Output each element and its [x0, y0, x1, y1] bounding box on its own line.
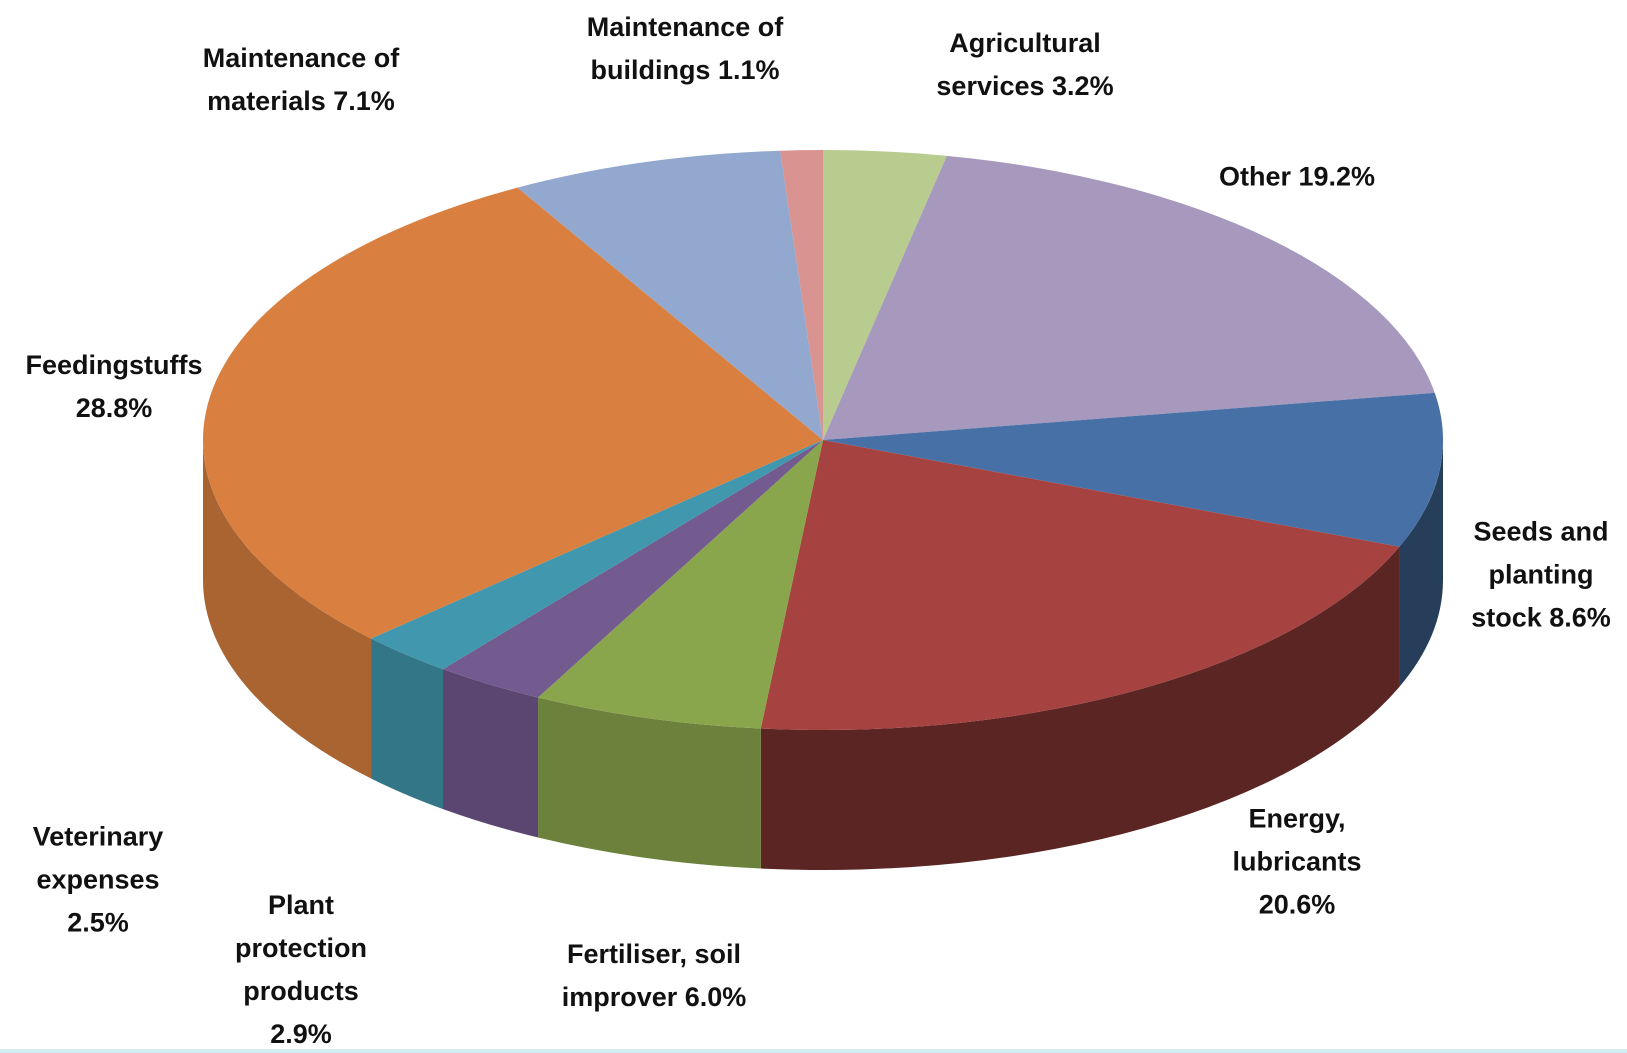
bottom-rule — [0, 1049, 1627, 1053]
category-name: Seeds and planting stock — [1471, 516, 1609, 633]
slice — [203, 187, 824, 639]
slice-side — [203, 440, 372, 779]
value-label: 20.6% — [1258, 889, 1336, 920]
category-name: Feedingstuffs — [25, 350, 203, 380]
category-name: Maintenance of buildings — [586, 12, 784, 85]
slice-label: Veterinary expenses 2.5% — [11, 816, 186, 945]
value-label: 1.1% — [717, 55, 780, 85]
value-label: 2.5% — [67, 907, 129, 938]
slice-side — [371, 638, 443, 810]
value-label: 19.2% — [1298, 161, 1376, 192]
slice-label: Maintenance of materials 7.1% — [174, 37, 429, 123]
category-name: Plant protection products — [235, 890, 367, 1006]
slice — [517, 150, 823, 440]
slice — [823, 155, 1435, 440]
slice-side — [538, 697, 761, 869]
slice — [371, 440, 823, 670]
value-label: 2.9% — [270, 1019, 332, 1049]
slice-label: Maintenance of buildings 1.1% — [558, 6, 813, 92]
value-label: 28.8% — [75, 393, 153, 423]
category-name: Energy, lubricants — [1232, 803, 1362, 877]
slice — [823, 150, 947, 440]
category-name: Maintenance of materials — [202, 43, 400, 116]
value-label: 3.2% — [1052, 71, 1114, 101]
category-name: Agricultural services — [936, 28, 1101, 101]
slice-side — [442, 669, 539, 838]
slice-label: Energy, lubricants 20.6% — [1210, 798, 1385, 927]
slice — [823, 392, 1443, 547]
slice — [442, 440, 823, 698]
slice — [760, 440, 1400, 730]
value-label: 6.0% — [684, 982, 747, 1012]
slice-label: Fertiliser, soil improver 6.0% — [532, 933, 777, 1019]
slice — [780, 150, 823, 440]
slice — [538, 440, 823, 729]
category-name: Other — [1218, 161, 1291, 192]
slice-side — [760, 546, 1400, 870]
category-name: Fertiliser, soil improver — [561, 939, 742, 1012]
category-name: Veterinary expenses — [32, 821, 164, 895]
slice-label: Agricultural services 3.2% — [933, 22, 1118, 108]
slice-label: Other 19.2% — [1167, 156, 1427, 199]
value-label: 7.1% — [333, 86, 395, 116]
value-label: 8.6% — [1549, 602, 1611, 633]
slice-label: Feedingstuffs 28.8% — [7, 344, 222, 430]
slice-label: Seeds and planting stock 8.6% — [1461, 511, 1621, 640]
slice-side — [1399, 440, 1443, 687]
slice-label: Plant protection products 2.9% — [214, 884, 389, 1053]
